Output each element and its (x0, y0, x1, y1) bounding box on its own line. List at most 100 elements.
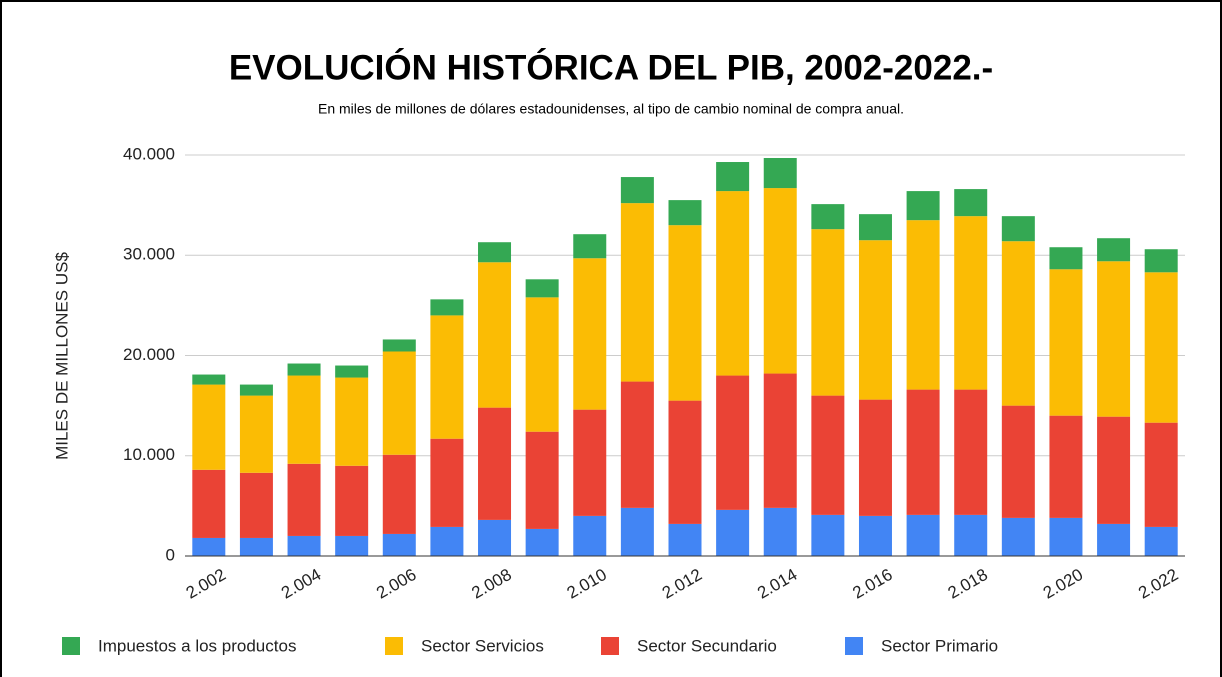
bar-segment (954, 189, 988, 217)
bar-segment (573, 515, 607, 556)
bar-segment (1144, 526, 1178, 556)
bar-segment (1144, 422, 1178, 527)
bar-segment (1049, 415, 1083, 518)
bar-segment (716, 191, 750, 376)
bar-segment (668, 523, 702, 556)
bar-segment (811, 204, 845, 230)
bar-segment (811, 395, 845, 515)
bar-segment (954, 216, 988, 390)
bar-segment (1097, 238, 1131, 262)
bar-segment (239, 472, 273, 538)
bar-segment (1001, 216, 1035, 242)
bar-segment (335, 535, 369, 556)
y-tick-label: 30.000 (123, 245, 175, 264)
bar-segment (906, 514, 940, 556)
bar-segment (382, 454, 416, 534)
bar-segment (192, 384, 226, 470)
bar-segment (478, 407, 512, 520)
legend-swatch (601, 637, 619, 655)
bar-segment (573, 258, 607, 410)
y-tick-label: 20.000 (123, 345, 175, 364)
bar-segment (620, 203, 654, 382)
bar-segment (192, 374, 226, 385)
bar-segment (525, 279, 559, 298)
bar-segment (668, 200, 702, 226)
bar-segment (335, 465, 369, 536)
bar-segment (287, 363, 321, 376)
bar-segment (1049, 517, 1083, 556)
bar-segment (906, 191, 940, 221)
bar-segment (858, 399, 892, 516)
bar-segment (858, 240, 892, 400)
bar-segment (858, 214, 892, 241)
bar-segment (287, 375, 321, 464)
bar-segment (1144, 272, 1178, 423)
bar-segment (192, 537, 226, 556)
y-tick-label: 10.000 (123, 445, 175, 464)
legend-swatch (62, 637, 80, 655)
bar-segment (763, 373, 797, 508)
bar-segment (287, 535, 321, 556)
bar-segment (763, 158, 797, 189)
bar-segment (382, 339, 416, 352)
bar-segment (1049, 269, 1083, 416)
bar-segment (1001, 241, 1035, 406)
bar-segment (668, 225, 702, 401)
bar-segment (716, 509, 750, 556)
bar-segment (906, 389, 940, 515)
legend-swatch (385, 637, 403, 655)
bar-segment (668, 400, 702, 524)
chart-subtitle: En miles de millones de dólares estadoun… (318, 101, 904, 117)
bar-segment (1144, 249, 1178, 273)
bar-segment (954, 389, 988, 515)
bar-segment (716, 162, 750, 192)
bar-segment (573, 409, 607, 516)
y-tick-label: 0 (166, 545, 175, 564)
bar-segment (1097, 261, 1131, 417)
bar-segment (716, 375, 750, 510)
bar-segment (811, 514, 845, 556)
bar-segment (192, 469, 226, 538)
bar-segment (382, 533, 416, 556)
bar-segment (811, 229, 845, 396)
bar-segment (858, 515, 892, 556)
bar-segment (1097, 416, 1131, 524)
bar-segment (239, 537, 273, 556)
legend-swatch (845, 637, 863, 655)
bar-segment (573, 234, 607, 259)
bar-segment (1049, 247, 1083, 270)
legend-label: Sector Primario (881, 636, 998, 655)
bar-segment (430, 315, 464, 439)
legend-label: Impuestos a los productos (98, 636, 296, 655)
bar-segment (1097, 523, 1131, 556)
bar-segment (763, 188, 797, 374)
y-tick-label: 40.000 (123, 144, 175, 163)
bar-segment (906, 220, 940, 390)
bar-segment (239, 384, 273, 396)
bar-segment (620, 177, 654, 204)
bar-segment (525, 528, 559, 556)
y-axis-title: MILES DE MILLONES US$ (52, 252, 71, 460)
bar-segment (954, 514, 988, 556)
bar-segment (335, 377, 369, 466)
bar-segment (525, 297, 559, 432)
bar-segment (478, 262, 512, 408)
legend-label: Sector Servicios (421, 636, 544, 655)
bar-segment (478, 242, 512, 263)
bar-segment (287, 463, 321, 536)
bar-segment (1001, 517, 1035, 556)
bar-segment (382, 351, 416, 455)
bar-segment (1001, 405, 1035, 518)
bar-segment (620, 507, 654, 556)
bar-segment (620, 381, 654, 508)
bar-segment (430, 299, 464, 316)
bar-segment (478, 519, 512, 556)
bar-segment (239, 395, 273, 473)
bar-segment (430, 438, 464, 527)
bar-segment (763, 507, 797, 556)
chart-title: EVOLUCIÓN HISTÓRICA DEL PIB, 2002-2022.- (229, 47, 993, 87)
bar-segment (335, 365, 369, 378)
bar-segment (525, 431, 559, 529)
legend-label: Sector Secundario (637, 636, 777, 655)
